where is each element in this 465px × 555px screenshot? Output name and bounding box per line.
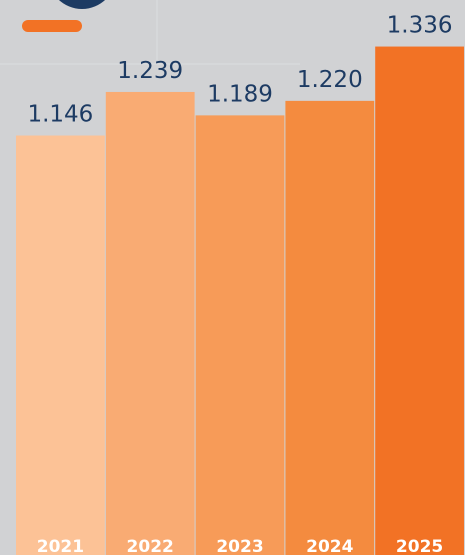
value-label: 1.220 [297,67,363,93]
x-tick-label: 2025 [396,537,443,555]
value-label: 1.239 [117,58,183,84]
bar [195,115,285,555]
value-label: 1.336 [387,13,453,39]
decor-pill [22,20,82,32]
x-tick-label: 2022 [127,537,174,555]
x-tick-label: 2024 [306,537,353,555]
bar [285,100,375,555]
bar [375,46,464,555]
x-tick-label: 2023 [216,537,263,555]
value-label: 1.189 [207,81,273,107]
bar [16,135,105,555]
decor-circle [58,0,106,9]
bar [105,91,195,555]
x-tick-label: 2021 [37,537,84,555]
value-label: 1.146 [27,102,93,128]
